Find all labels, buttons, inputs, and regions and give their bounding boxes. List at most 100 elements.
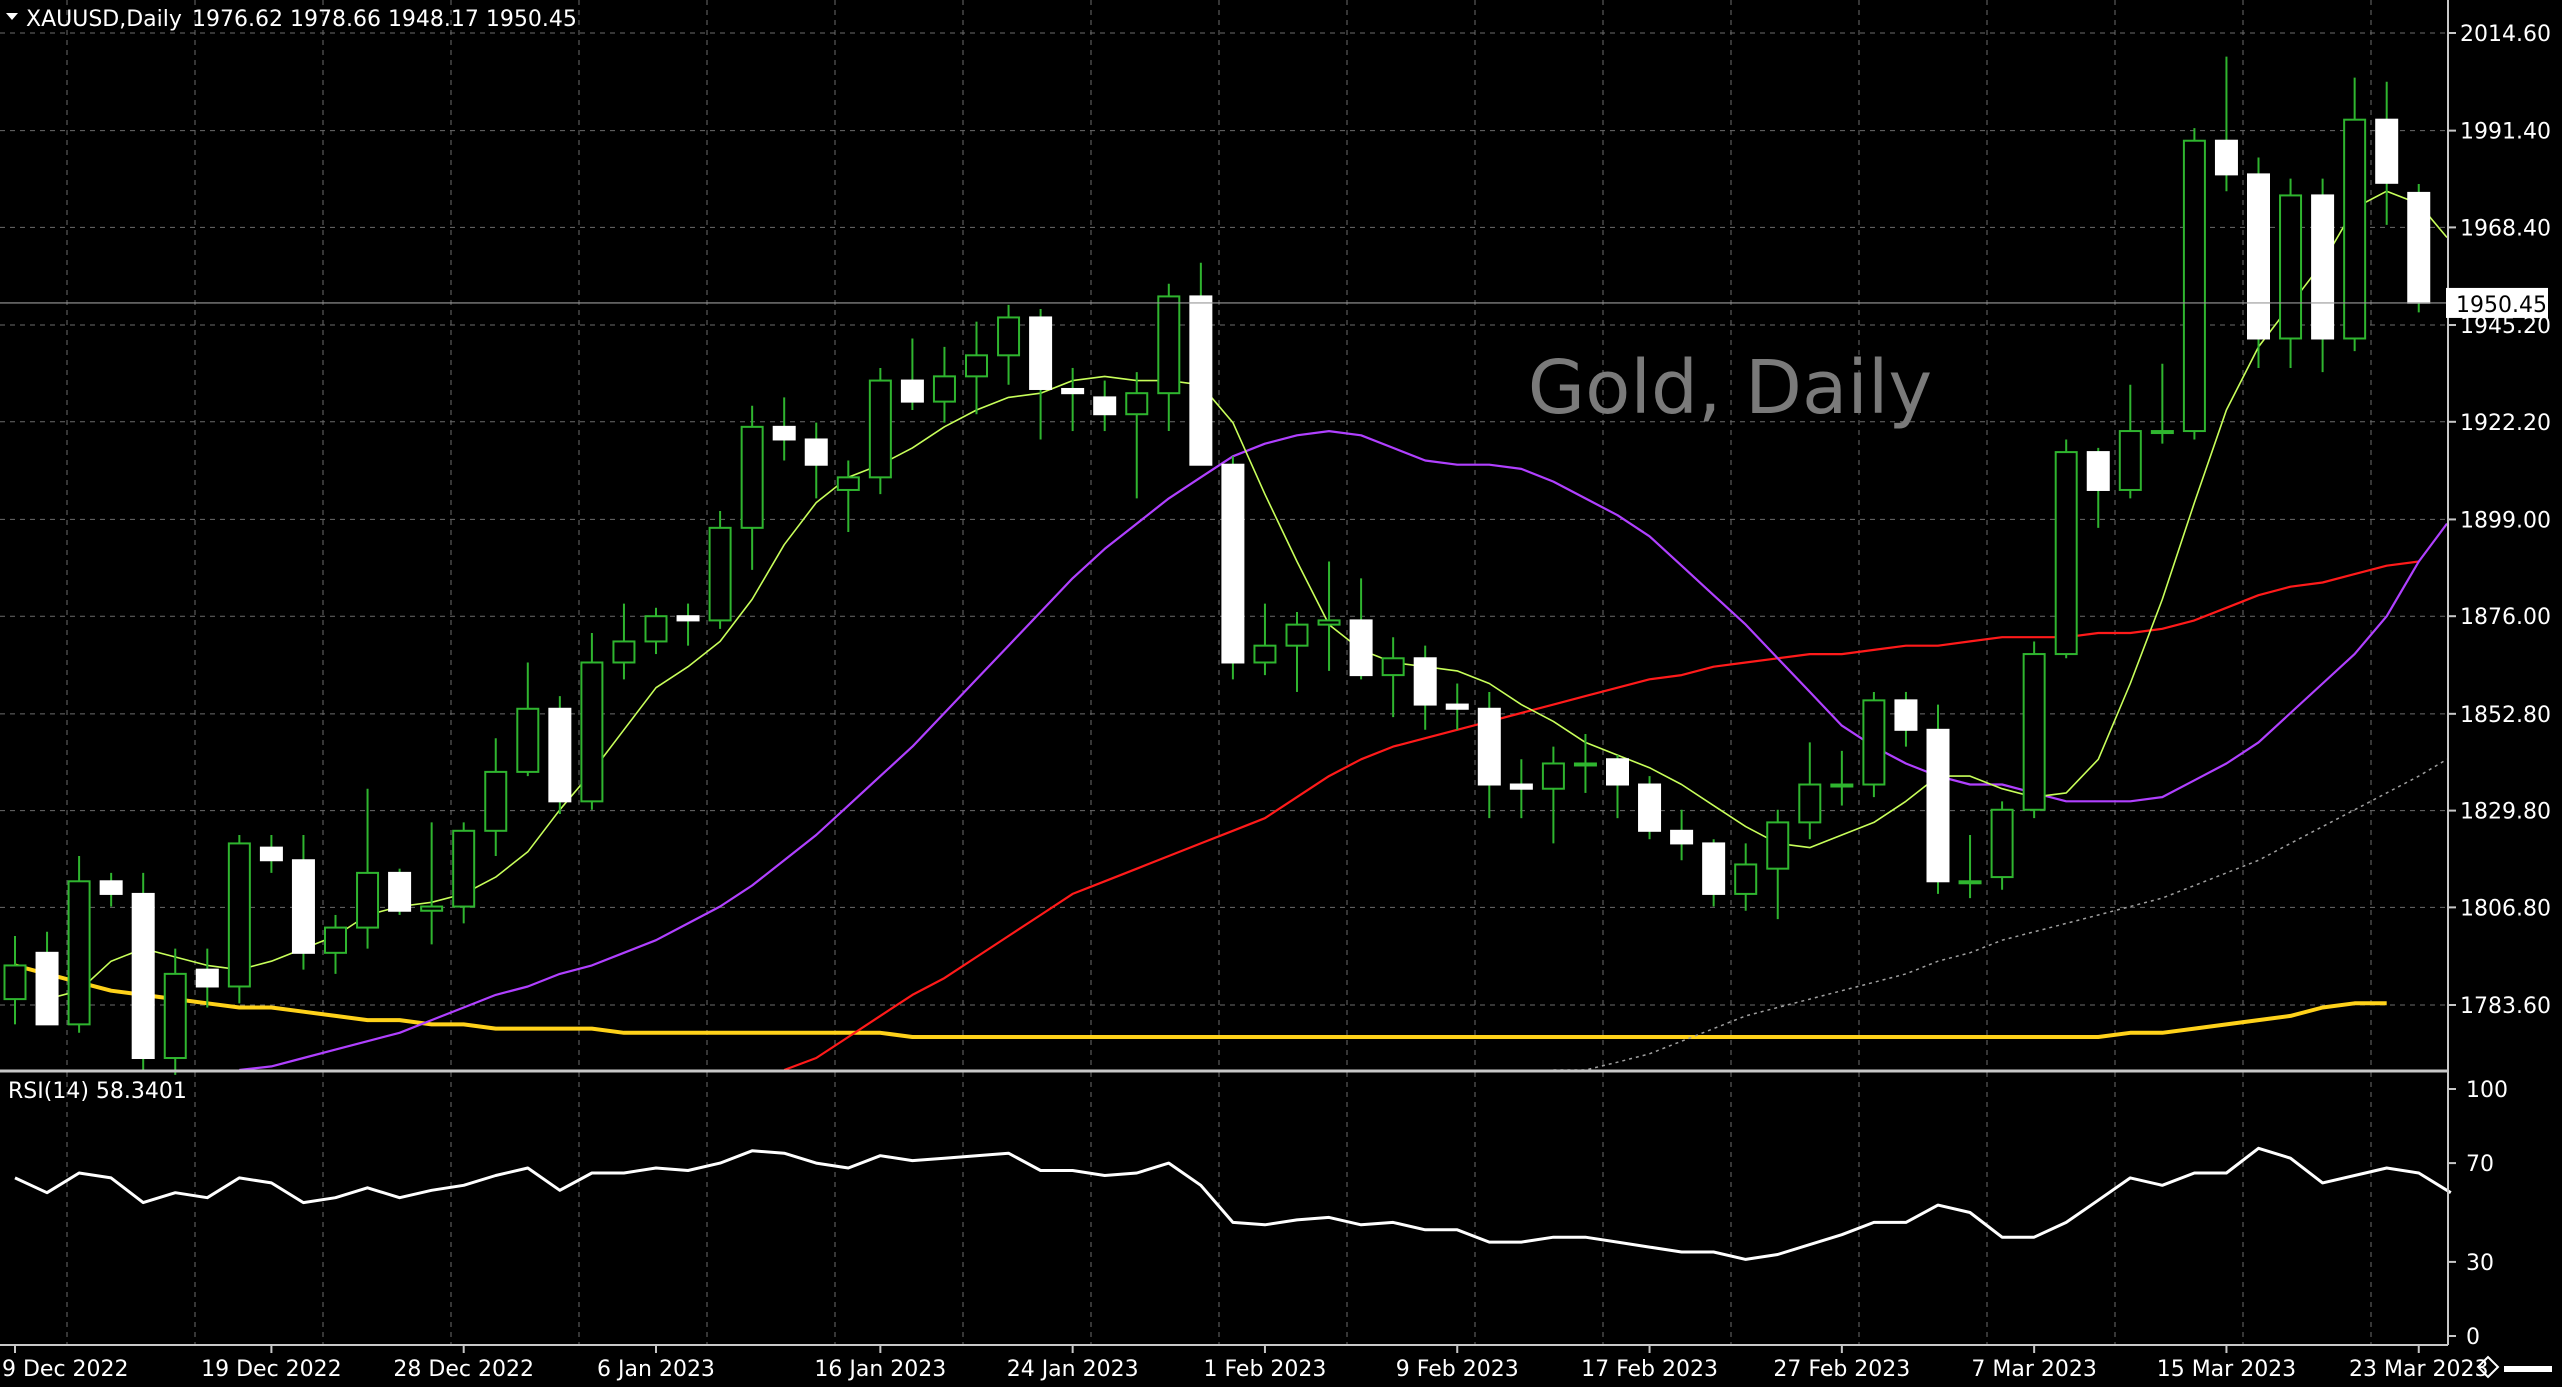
candle[interactable] (580, 633, 604, 810)
candle[interactable] (1670, 809, 1694, 861)
candle[interactable] (1317, 561, 1341, 671)
candle[interactable] (1638, 776, 1662, 840)
candle[interactable] (484, 738, 508, 857)
price-tick-label: 1783.60 (2460, 994, 2551, 1019)
candle[interactable] (1253, 603, 1277, 676)
candle-body-bear (1221, 463, 1245, 664)
candle[interactable] (2407, 184, 2431, 313)
dropdown-triangle-icon[interactable] (6, 13, 18, 20)
candle[interactable] (772, 397, 796, 461)
candle[interactable] (227, 835, 251, 1004)
candle[interactable] (1061, 367, 1085, 432)
candle[interactable] (836, 460, 860, 533)
price-axis[interactable]: 2014.60 1991.40 1968.40 1945.20 1922.20 1899.… (2448, 22, 2551, 1019)
candle-body-bear (1445, 703, 1469, 710)
time-tick-label: 28 Dec 2022 (393, 1357, 534, 1382)
time-tick-label: 27 Feb 2023 (1773, 1357, 1910, 1382)
logo-diamond-icon (2476, 1355, 2500, 1379)
candle[interactable] (1862, 691, 1886, 798)
candle[interactable] (1509, 759, 1533, 819)
candle[interactable] (420, 822, 444, 945)
candle[interactable] (1093, 380, 1117, 432)
candle[interactable] (804, 422, 828, 499)
time-axis[interactable]: 9 Dec 2022 19 Dec 2022 28 Dec 2022 6 Jan 20… (2, 1345, 2488, 1382)
candle-body-bull (1253, 644, 1277, 664)
candle[interactable] (452, 822, 476, 924)
candle[interactable] (2086, 447, 2110, 528)
candle[interactable] (2150, 363, 2174, 444)
candle[interactable] (99, 872, 123, 907)
candle[interactable] (1958, 835, 1982, 899)
candle[interactable] (2182, 128, 2206, 440)
time-tick-label: 19 Dec 2022 (201, 1357, 342, 1382)
candle[interactable] (3, 935, 27, 1025)
chart-header: XAUUSD,Daily 1976.62 1978.66 1948.17 195… (6, 7, 577, 32)
candle[interactable] (1381, 637, 1405, 718)
candle[interactable] (259, 835, 283, 873)
candle[interactable] (291, 835, 315, 970)
candle[interactable] (900, 338, 924, 411)
candle[interactable] (163, 948, 187, 1075)
candle[interactable] (1541, 746, 1565, 844)
candle[interactable] (388, 868, 412, 915)
candle[interactable] (1894, 691, 1918, 747)
candle[interactable] (2054, 439, 2078, 659)
candle[interactable] (1734, 843, 1758, 911)
candle[interactable] (2247, 157, 2270, 368)
candle[interactable] (1221, 456, 1245, 680)
candle-body-bull (1317, 619, 1341, 626)
candle-body-bull (420, 905, 444, 912)
candle[interactable] (1573, 734, 1597, 793)
candle[interactable] (1798, 742, 1822, 840)
candle-body-bull (997, 316, 1021, 357)
candle-body-bear (2407, 191, 2431, 304)
candle[interactable] (997, 304, 1021, 385)
candlesticks[interactable] (3, 56, 2431, 1075)
candle[interactable] (1606, 755, 1629, 819)
candle[interactable] (965, 321, 988, 415)
candle[interactable] (740, 405, 764, 570)
candle[interactable] (2375, 81, 2399, 225)
candle[interactable] (324, 914, 347, 974)
candle[interactable] (1349, 578, 1373, 680)
candle[interactable] (676, 603, 700, 646)
candle-body-bull (1734, 863, 1758, 895)
candle[interactable] (1157, 283, 1181, 432)
candle[interactable] (1445, 683, 1469, 730)
candle[interactable] (2022, 641, 2046, 819)
candle[interactable] (2118, 384, 2142, 499)
candle-body-bull (452, 829, 476, 908)
candle[interactable] (548, 696, 572, 814)
candle[interactable] (67, 856, 91, 1033)
price-tick-label: 1829.80 (2460, 800, 2551, 825)
candle-body-bear (2311, 194, 2335, 340)
chart-watermark: Gold, Daily (1528, 345, 1932, 431)
candle[interactable] (35, 931, 59, 1026)
time-tick-label: 17 Feb 2023 (1581, 1357, 1718, 1382)
candle[interactable] (356, 788, 380, 949)
candle[interactable] (1766, 809, 1790, 920)
candle[interactable] (131, 872, 155, 1071)
candle[interactable] (1477, 691, 1501, 819)
candle[interactable] (1926, 704, 1950, 894)
candle[interactable] (516, 662, 540, 777)
broker-logo (2476, 1355, 2552, 1379)
candle[interactable] (195, 948, 219, 1008)
candle[interactable] (612, 603, 636, 680)
candle[interactable] (2343, 77, 2367, 352)
candle[interactable] (1413, 645, 1437, 730)
candle[interactable] (1702, 839, 1726, 907)
candle[interactable] (1189, 262, 1213, 466)
candle[interactable] (1285, 611, 1309, 692)
candle[interactable] (1125, 372, 1149, 499)
candle[interactable] (644, 607, 668, 655)
candle[interactable] (2214, 56, 2238, 192)
candle[interactable] (868, 367, 892, 495)
candle[interactable] (708, 511, 732, 629)
candle[interactable] (1830, 750, 1854, 806)
candle[interactable] (1029, 309, 1053, 440)
candle[interactable] (1990, 801, 2014, 890)
candle[interactable] (932, 346, 956, 423)
